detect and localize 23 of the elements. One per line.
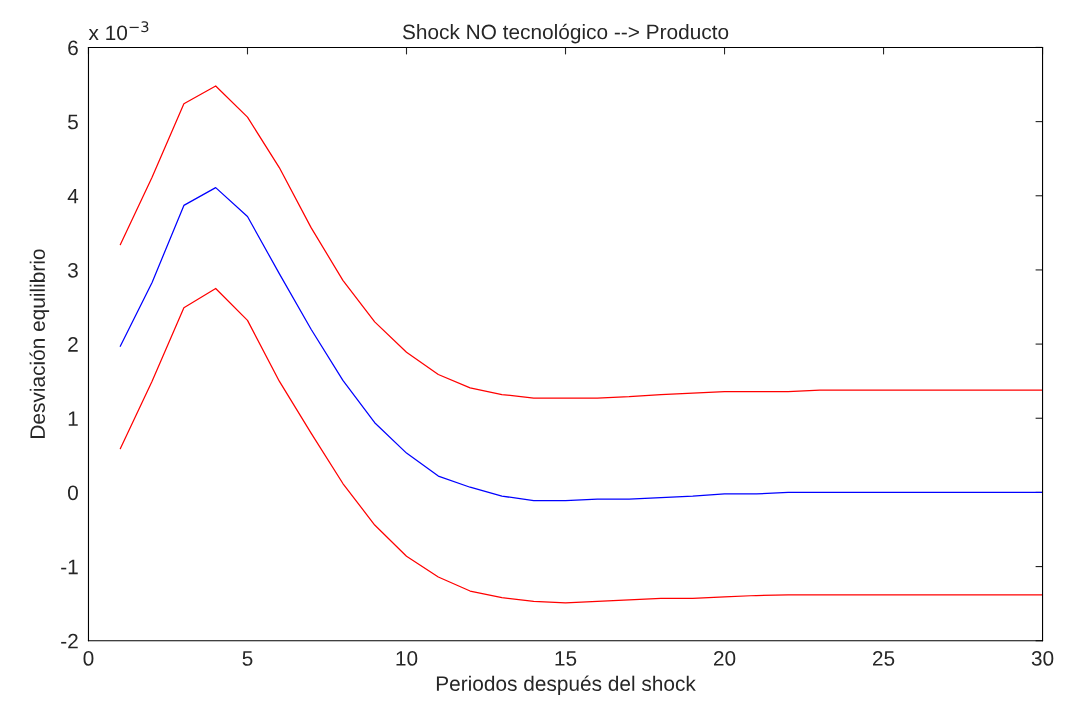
y-tick-label: 6 xyxy=(68,40,78,56)
y-tick-label: 4 xyxy=(67,188,79,204)
x-tick-label: 0 xyxy=(83,651,94,666)
y-tick-label: 1 xyxy=(68,411,78,426)
x-tick-label: 5 xyxy=(242,651,253,666)
x-tick-label: 25 xyxy=(873,651,895,666)
line-series xyxy=(119,287,1043,604)
y-tick-label: 5 xyxy=(68,114,78,130)
y-tick-label: -1 xyxy=(61,559,78,575)
y-tick-label: 0 xyxy=(67,485,78,501)
text: x 10$^{−3}$ xyxy=(88,21,149,41)
line-series xyxy=(119,85,1043,399)
x-tick-label: 10 xyxy=(396,651,418,666)
line-series xyxy=(119,186,1043,502)
x-tick-label: 15 xyxy=(555,651,577,666)
x-tick-label: 30 xyxy=(1031,651,1054,666)
y-tick-label: 2 xyxy=(68,337,78,352)
y-tick-label: 3 xyxy=(67,262,78,278)
x-tick-label: 20 xyxy=(713,651,736,666)
y-axis-title: Desviación equilibrio xyxy=(29,249,50,438)
chart-title: Shock NO tecnológico --> Producto xyxy=(402,23,729,44)
y-tick-label: -2 xyxy=(61,633,78,649)
x-axis-title: Periodos después del shock xyxy=(436,675,696,696)
